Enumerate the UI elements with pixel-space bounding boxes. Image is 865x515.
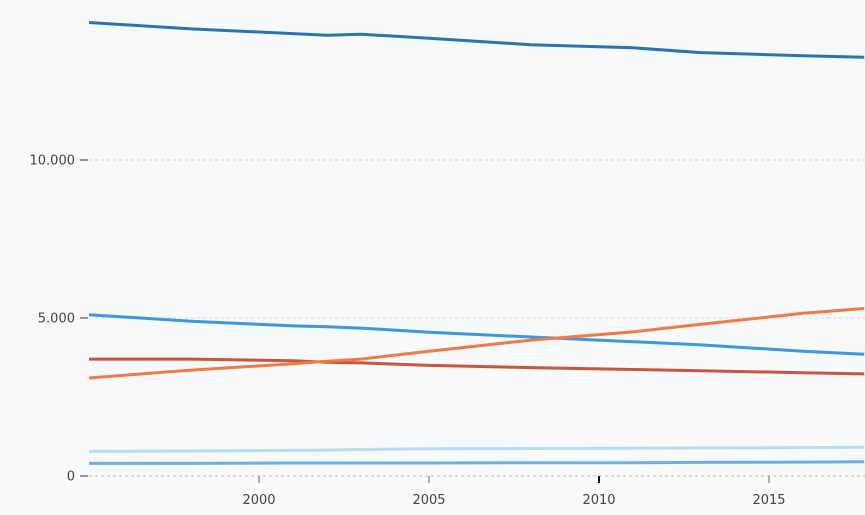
x-tick-label: 2015 [752,493,785,508]
series-line-5[interactable] [88,445,865,453]
y-tick-label: 10.000 [30,154,76,169]
x-tick-label: 2010 [582,493,615,508]
series-line-3[interactable] [89,357,865,376]
series-line-6[interactable] [89,460,865,465]
x-tick-label: 2000 [242,493,275,508]
x-tick-label: 2005 [412,493,445,508]
series-line-1[interactable] [88,21,865,59]
y-tick-label: 5.000 [38,312,75,327]
series-line-4[interactable] [88,307,865,380]
series-line-2[interactable] [88,313,865,356]
y-tick-label: 0 [67,470,75,485]
series-lines [88,21,865,465]
axes: 0 5.000 10.000 2000 2005 2010 2015 [30,154,786,509]
